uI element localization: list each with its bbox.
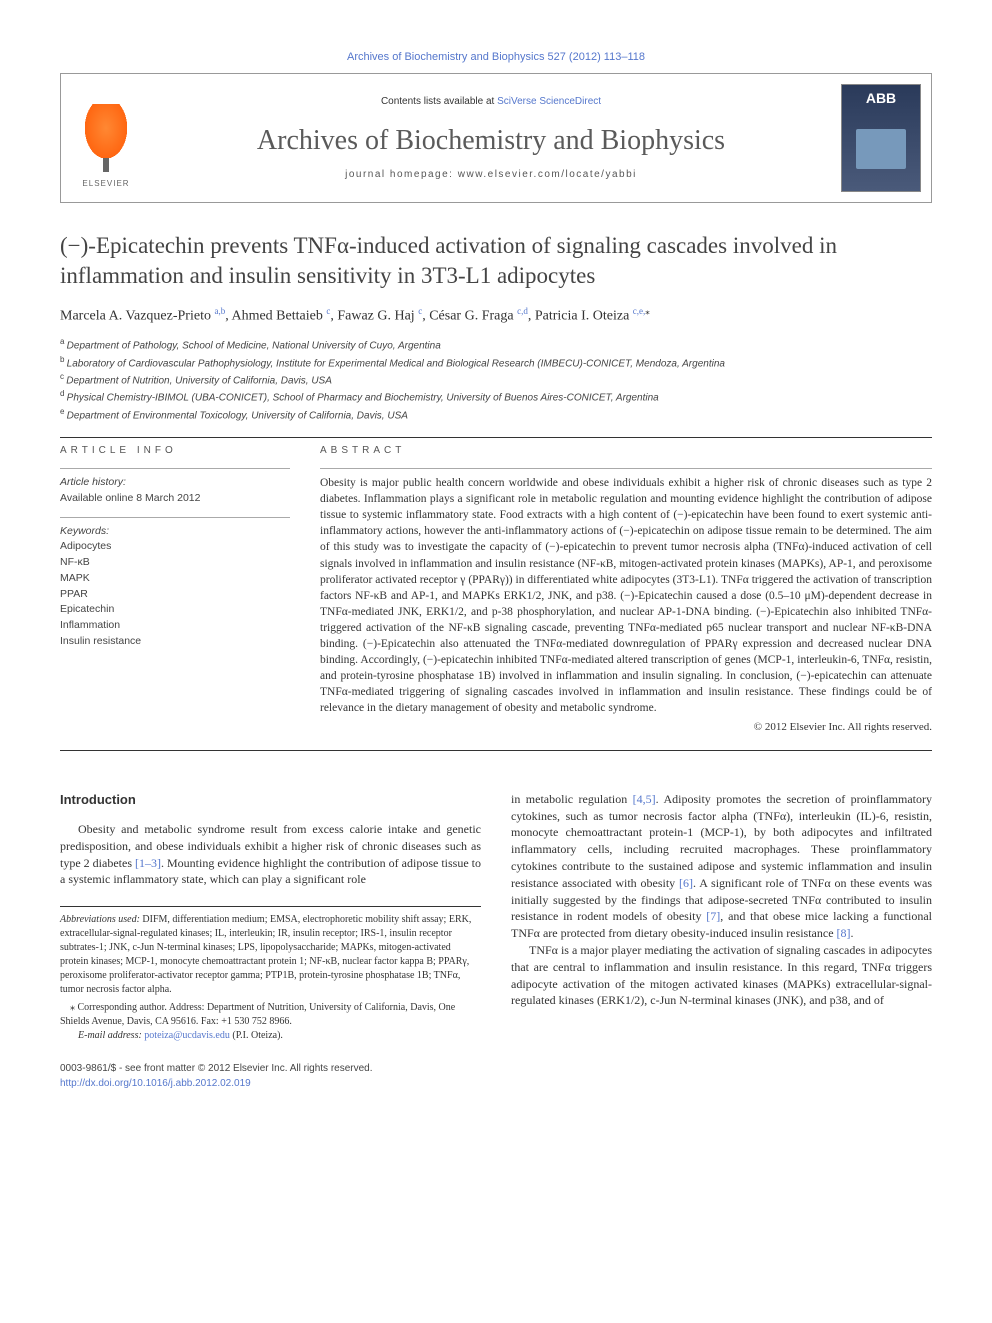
sciencedirect-link[interactable]: SciVerse ScienceDirect [497,96,601,107]
cover-area: ABB [831,74,931,202]
corresponding-footnote: ⁎ Corresponding author. Address: Departm… [60,1001,481,1029]
email-link[interactable]: poteiza@ucdavis.edu [144,1030,230,1041]
footnotes-block: Abbreviations used: DIFM, differentiatio… [60,906,481,1043]
keyword-item: Insulin resistance [60,634,290,650]
citation-ref[interactable]: [1–3] [135,856,161,870]
email-footnote: E-mail address: poteiza@ucdavis.edu (P.I… [60,1029,481,1043]
intro-para-2-right: TNFα is a major player mediating the act… [511,942,932,1009]
email-label: E-mail address: [78,1030,144,1041]
elsevier-logo: ELSEVIER [71,104,141,194]
rule-bottom [60,750,932,751]
author-affil-sup: a,b [214,306,225,316]
homepage-prefix: journal homepage: [345,169,458,180]
publisher-name: ELSEVIER [82,178,129,189]
contents-prefix: Contents lists available at [381,96,497,107]
article-title: (−)-Epicatechin prevents TNFα-induced ac… [60,231,932,291]
keywords-label: Keywords: [60,524,290,540]
abstract-label: ABSTRACT [320,444,932,458]
rule-top [60,437,932,438]
affiliations: a Department of Pathology, School of Med… [60,336,932,423]
article-info-column: ARTICLE INFO Article history: Available … [60,444,290,736]
affiliation-sup: b [60,355,67,364]
keyword-item: NF-κB [60,555,290,571]
affiliation-sup: e [60,407,67,416]
history-value: Available online 8 March 2012 [60,491,290,507]
journal-cover-thumbnail: ABB [841,84,921,192]
abstract-copyright: © 2012 Elsevier Inc. All rights reserved… [320,720,932,735]
info-rule-1 [60,468,290,469]
author-name: Fawaz G. Haj [337,309,418,324]
keyword-item: MAPK [60,571,290,587]
author-name: Marcela A. Vazquez-Prieto [60,309,214,324]
abstract-column: ABSTRACT Obesity is major public health … [320,444,932,736]
affiliation-line: c Department of Nutrition, University of… [60,371,932,388]
author-name: Ahmed Bettaieb [231,309,326,324]
doi-link[interactable]: http://dx.doi.org/10.1016/j.abb.2012.02.… [60,1076,481,1091]
keyword-item: Inflammation [60,618,290,634]
affiliation-sup: a [60,337,67,346]
keyword-item: PPAR [60,587,290,603]
author-affil-sup: c,e, [633,306,646,316]
affiliation-line: d Physical Chemistry-IBIMOL (UBA-CONICET… [60,388,932,405]
keyword-item: Adipocytes [60,539,290,555]
affiliation-line: a Department of Pathology, School of Med… [60,336,932,353]
homepage-line: journal homepage: www.elsevier.com/locat… [345,168,637,182]
author-affil-sup: c [326,306,330,316]
author-affil-sup: c [418,306,422,316]
intro-para-1-left: Obesity and metabolic syndrome result fr… [60,821,481,888]
affiliation-line: e Department of Environmental Toxicology… [60,406,932,423]
bottom-bar: 0003-9861/$ - see front matter © 2012 El… [60,1061,481,1091]
info-rule-2 [60,517,290,518]
intro-right-column: in metabolic regulation [4,5]. Adiposity… [511,791,932,1091]
corr-label: ⁎ Corresponding author. Address: [70,1002,207,1013]
keyword-item: Epicatechin [60,602,290,618]
cover-abbrev: ABB [866,89,896,109]
keywords-list: AdipocytesNF-κBMAPKPPAREpicatechinInflam… [60,539,290,649]
abbrev-label: Abbreviations used: [60,914,140,925]
elsevier-tree-icon [81,104,131,164]
affiliation-line: b Laboratory of Cardiovascular Pathophys… [60,354,932,371]
citation-ref[interactable]: [6] [679,876,693,890]
banner-center: Contents lists available at SciVerse Sci… [151,74,831,202]
abbrev-text: DIFM, differentiation medium; EMSA, elec… [60,914,471,995]
journal-reference-link[interactable]: Archives of Biochemistry and Biophysics … [60,50,932,65]
intro-heading: Introduction [60,791,481,809]
front-matter-line: 0003-9861/$ - see front matter © 2012 El… [60,1061,481,1076]
corresponding-star: ⁎ [645,306,650,316]
citation-ref[interactable]: [8] [837,926,851,940]
intro-para-1-right: in metabolic regulation [4,5]. Adiposity… [511,791,932,942]
homepage-url[interactable]: www.elsevier.com/locate/yabbi [458,169,637,180]
affiliation-sup: c [60,372,66,381]
citation-ref[interactable]: [4,5] [633,792,656,806]
publisher-logo-area: ELSEVIER [61,74,151,202]
authors-line: Marcela A. Vazquez-Prieto a,b, Ahmed Bet… [60,305,932,326]
article-info-label: ARTICLE INFO [60,444,290,458]
author-name: Patricia I. Oteiza [535,309,633,324]
citation-ref[interactable]: [7] [706,909,720,923]
email-suffix: (P.I. Oteiza). [230,1030,283,1041]
affiliation-sup: d [60,389,67,398]
cover-image-placeholder [856,129,906,169]
abbreviations-footnote: Abbreviations used: DIFM, differentiatio… [60,913,481,997]
contents-line: Contents lists available at SciVerse Sci… [381,95,601,109]
journal-banner: ELSEVIER Contents lists available at Sci… [60,73,932,203]
author-name: César G. Fraga [429,309,517,324]
intro-left-column: Introduction Obesity and metabolic syndr… [60,791,481,1091]
abstract-rule [320,468,932,469]
author-affil-sup: c,d [517,306,528,316]
abstract-text: Obesity is major public health concern w… [320,475,932,716]
journal-name: Archives of Biochemistry and Biophysics [257,121,725,160]
history-label: Article history: [60,475,290,491]
